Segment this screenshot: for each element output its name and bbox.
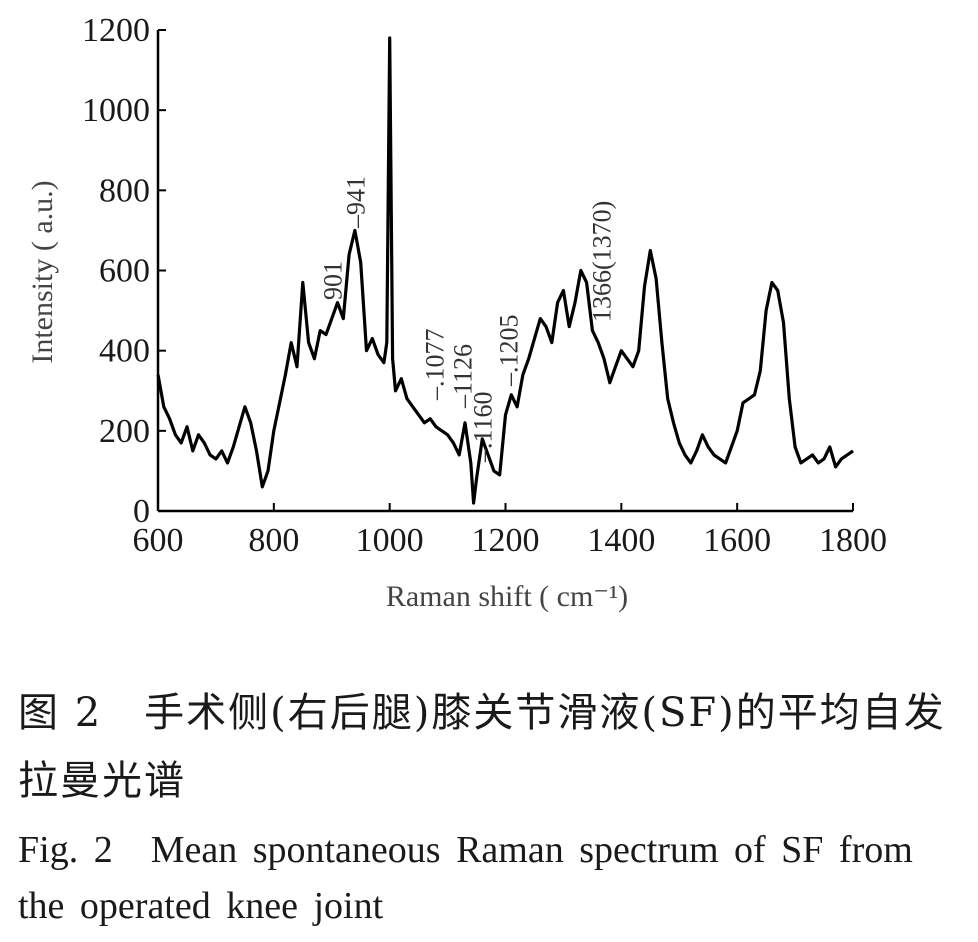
caption-en-line2: the operated knee joint (18, 885, 384, 927)
raman-spectrum-chart: 0 200 400 600 800 1000 1200 600 800 1000 1200 1400 1… (26, 12, 887, 613)
peak-label: 901 (318, 261, 347, 300)
y-tick-label: 1000 (82, 92, 150, 129)
peak-annotations: 901 –941 –.1077 –1126–.1160 –.1205 1366(1370) (318, 176, 616, 463)
peak-label: –941 (342, 176, 371, 229)
caption-cn: 图 2 手术侧(右后腿)膝关节滑液(SF)的平均自发 (18, 680, 964, 738)
spectrum-line (156, 36, 854, 505)
x-tick-label: 600 (133, 522, 184, 559)
tick-labels: 0 200 400 600 800 1000 1200 600 800 1000 1200 1400 1… (82, 12, 887, 559)
caption-en-2: the operated knee joint (18, 884, 964, 928)
y-tick-label: 0 (133, 493, 150, 530)
peak-label: 1366(1370) (588, 201, 617, 322)
x-tick-label: 800 (248, 522, 299, 559)
x-tick-label: 1600 (703, 522, 771, 559)
x-tick-label: 1800 (819, 522, 887, 559)
caption-en-line1: Fig. 2 Mean spontaneous Raman spectrum o… (18, 829, 913, 871)
y-tick-label: 200 (99, 413, 150, 450)
peak-label: –1126 (449, 344, 478, 409)
x-tick-label: 1400 (587, 522, 655, 559)
caption-en: Fig. 2 Mean spontaneous Raman spectrum o… (18, 818, 964, 873)
y-axis-title: Intensity ( a.u.) (26, 180, 59, 363)
x-tick-label: 1000 (356, 522, 424, 559)
caption-cn-2: 拉曼光谱 (18, 748, 964, 806)
caption-cn-line1: 图 2 手术侧(右后腿)膝关节滑液(SF)的平均自发 (18, 690, 946, 736)
y-tick-label: 800 (99, 172, 150, 209)
y-tick-label: 1200 (82, 12, 150, 49)
x-axis-title: Raman shift ( cm⁻¹) (386, 580, 628, 613)
y-tick-label: 400 (99, 333, 150, 370)
caption-cn-line2: 拉曼光谱 (18, 758, 186, 804)
axes (156, 29, 854, 513)
peak-label: –.1205 (494, 315, 523, 388)
y-tick-label: 600 (99, 253, 150, 290)
x-tick-label: 1200 (472, 522, 540, 559)
peak-label: –.1077 (420, 329, 449, 402)
peak-label: –.1160 (468, 391, 497, 463)
